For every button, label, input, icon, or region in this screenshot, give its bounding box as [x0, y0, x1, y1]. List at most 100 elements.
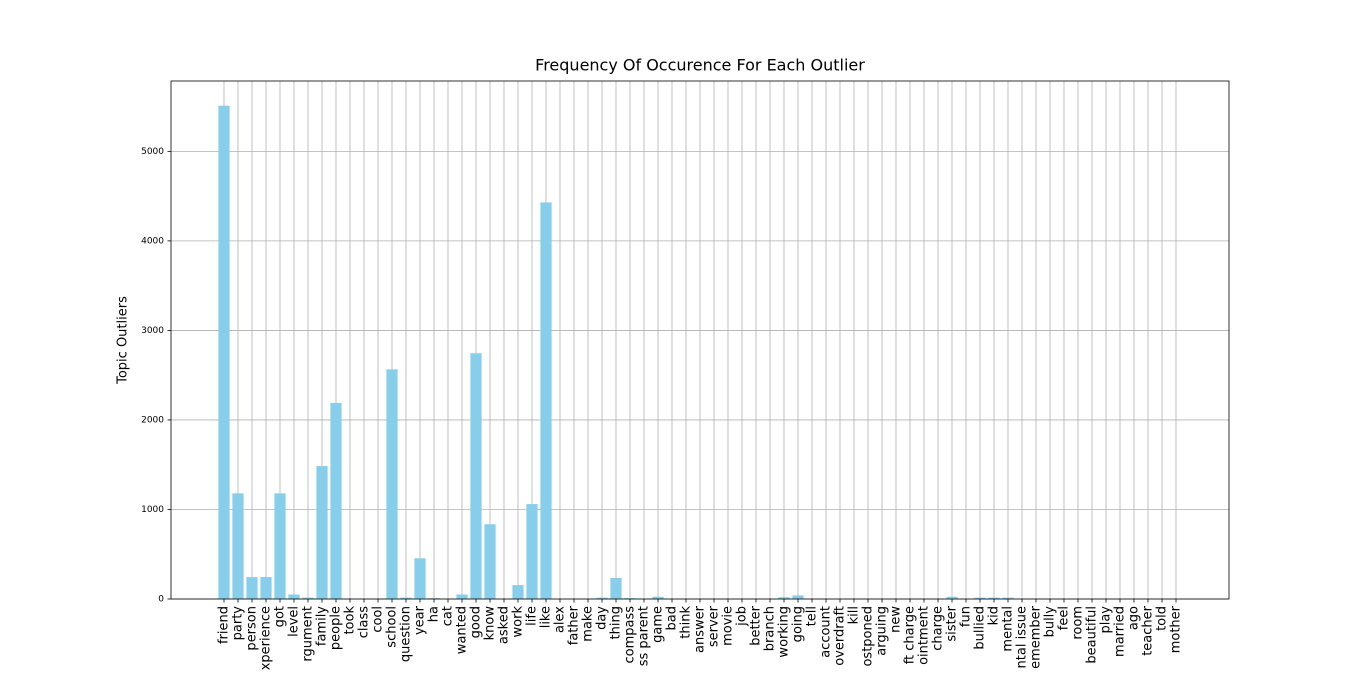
x-tick-label: thing — [609, 606, 624, 639]
bar — [512, 585, 524, 599]
y-tick-label: 3000 — [141, 326, 164, 336]
bar — [330, 402, 342, 599]
y-tick-label: 5000 — [141, 147, 164, 157]
bar — [1002, 597, 1014, 599]
x-tick-label: mother — [1169, 605, 1184, 653]
bar — [232, 493, 244, 599]
x-tick-label: arguing — [875, 606, 890, 656]
y-axis-label: Topic Outliers — [116, 296, 131, 385]
bar — [792, 595, 804, 599]
bar — [316, 466, 328, 599]
x-tick-label: class — [357, 606, 372, 638]
x-tick-label: make — [581, 606, 596, 642]
x-tick-label: married — [1113, 606, 1128, 657]
x-tick-label: person — [245, 606, 260, 651]
x-tick-label: ft charge — [903, 606, 918, 664]
x-tick-label: movie — [721, 606, 736, 646]
bar — [302, 597, 314, 599]
x-tick-label: compass — [623, 606, 638, 664]
x-tick-label: ointment — [917, 606, 932, 665]
bar — [428, 598, 440, 599]
x-tick-label: account — [819, 606, 834, 658]
x-tick-label: told — [1155, 606, 1170, 631]
x-tick-label: got — [273, 606, 288, 627]
x-tick-label: xperience — [259, 606, 274, 670]
x-tick-label: sister — [945, 605, 960, 641]
x-tick-label: working — [777, 606, 792, 658]
x-tick-label: ss parent — [637, 606, 652, 666]
bar — [596, 597, 608, 599]
bar — [526, 504, 538, 599]
x-tick-label: game — [651, 606, 666, 643]
x-tick-label: bully — [1043, 606, 1058, 638]
y-tick-label: 0 — [158, 595, 164, 605]
x-tick-label: people — [329, 606, 344, 650]
bar — [386, 369, 398, 599]
x-tick-label: work — [511, 606, 526, 638]
x-tick-label: going — [791, 606, 806, 642]
x-tick-label: fun — [959, 606, 974, 627]
x-tick-label: alex — [553, 606, 568, 633]
x-tick-label: think — [679, 606, 694, 639]
bar — [946, 596, 958, 599]
bar — [400, 597, 412, 599]
x-tick-label: beautiful — [1085, 606, 1100, 664]
bar — [246, 577, 258, 599]
x-tick-label: new — [889, 606, 904, 633]
x-tick-label: ago — [1127, 606, 1142, 630]
x-tick-label: know — [483, 606, 498, 641]
x-tick-label: answer — [693, 605, 708, 653]
bar — [484, 524, 496, 599]
x-tick-label: feel — [1057, 606, 1072, 630]
bar — [414, 558, 426, 599]
x-tick-label: like — [539, 606, 554, 628]
x-tick-label: overdraft — [833, 606, 848, 666]
x-tick-label: question — [399, 606, 414, 662]
x-tick-label: year — [413, 605, 428, 635]
plot-frame — [170, 80, 1230, 600]
x-tick-label: better — [749, 605, 764, 645]
bar — [652, 596, 664, 599]
x-tick-label: mental — [1001, 606, 1016, 652]
y-tick-label: 4000 — [141, 236, 164, 246]
x-tick-label: cool — [371, 606, 386, 633]
x-tick-label: ha — [427, 606, 442, 622]
x-tick-label: asked — [497, 606, 512, 644]
x-tick-label: branch — [763, 606, 778, 651]
chart-title: Frequency Of Occurence For Each Outlier — [535, 56, 865, 75]
x-tick-label: good — [469, 606, 484, 638]
bar — [610, 577, 622, 599]
bar — [988, 597, 1000, 599]
x-tick-label: bullied — [973, 606, 988, 650]
x-tick-label: teacher — [1141, 605, 1156, 655]
x-tick-label: took — [343, 606, 358, 635]
bar — [540, 202, 552, 599]
x-tick-label: job — [735, 606, 750, 627]
x-tick-label: emember — [1029, 605, 1044, 669]
x-tick-label: ntal issue — [1015, 606, 1030, 668]
x-tick-label: father — [567, 605, 582, 645]
bar — [974, 597, 986, 599]
bar — [778, 597, 790, 599]
x-tick-label: friend — [217, 606, 232, 644]
x-tick-label: ostponed — [861, 606, 876, 667]
x-tick-label: level — [287, 606, 302, 637]
bar — [470, 353, 482, 599]
bar — [624, 598, 636, 599]
x-tick-label: cat — [441, 606, 456, 626]
x-tick-label: rgument — [301, 606, 316, 662]
x-tick-label: room — [1071, 606, 1086, 640]
x-tick-label: school — [385, 606, 400, 648]
x-tick-label: kill — [847, 606, 862, 624]
bar — [260, 577, 272, 599]
x-tick-label: life — [525, 606, 540, 626]
x-tick-label: wanted — [455, 606, 470, 654]
y-tick-label: 1000 — [141, 505, 164, 515]
x-tick-label: charge — [931, 606, 946, 651]
x-tick-label: server — [707, 605, 722, 647]
x-tick-label: tell — [805, 606, 820, 626]
bar — [288, 594, 300, 599]
x-tick-label: bad — [665, 606, 680, 630]
x-tick-label: play — [1099, 606, 1114, 634]
